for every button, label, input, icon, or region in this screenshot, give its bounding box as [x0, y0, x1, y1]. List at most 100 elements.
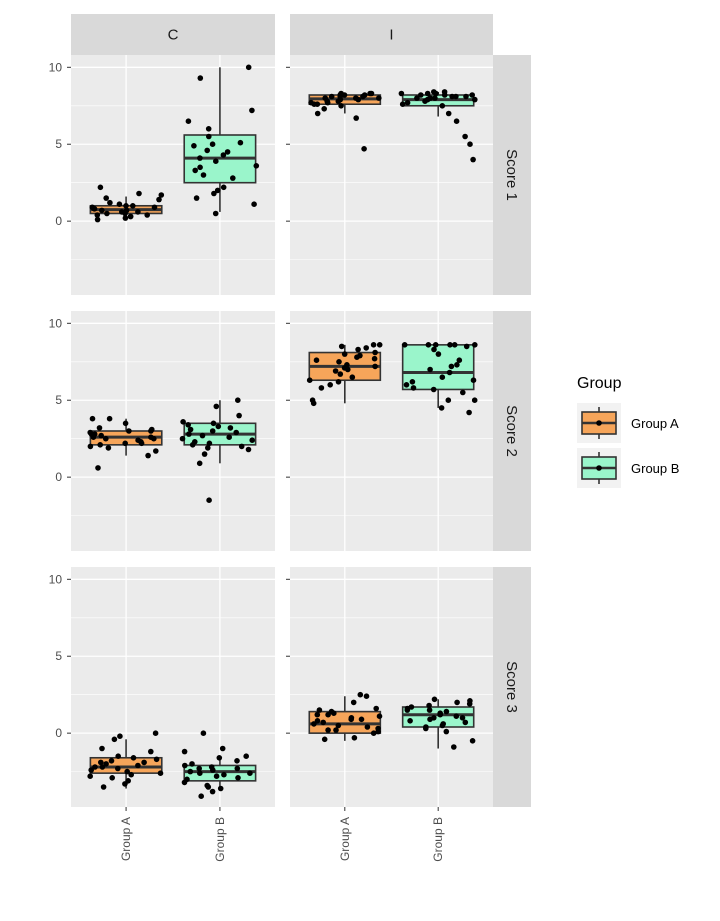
panel-i-score-1 [286, 55, 493, 295]
data-point [145, 452, 151, 459]
data-point [148, 434, 154, 441]
data-point [467, 141, 473, 147]
data-point [456, 357, 463, 364]
data-point [117, 733, 123, 739]
data-point [404, 99, 411, 106]
data-point [99, 745, 105, 752]
data-point [219, 745, 226, 752]
data-point [410, 385, 417, 391]
data-point [370, 730, 377, 736]
data-point [328, 93, 335, 100]
legend-key-group-b: Group B [577, 448, 679, 488]
y-tick-label: 0 [55, 214, 62, 228]
data-point [321, 736, 328, 743]
data-point [348, 716, 355, 723]
data-point [153, 448, 159, 454]
data-point [363, 345, 370, 351]
data-point [198, 793, 204, 799]
panel-i-score-3 [286, 567, 493, 807]
data-point [191, 143, 197, 149]
data-point [179, 435, 186, 442]
data-point [425, 342, 432, 348]
data-point [181, 748, 188, 755]
data-point [470, 377, 477, 384]
data-point [376, 95, 382, 101]
data-point [249, 437, 255, 444]
data-point [399, 101, 406, 107]
facet-label-i: I [389, 27, 393, 44]
data-point [122, 440, 128, 447]
data-point [245, 446, 252, 453]
data-point [324, 99, 331, 106]
data-point [201, 451, 208, 457]
data-point [189, 761, 195, 767]
panel-background [290, 567, 493, 807]
data-point [209, 141, 216, 147]
data-point [100, 784, 107, 790]
data-point [185, 118, 192, 124]
data-point [361, 146, 367, 152]
data-point [128, 771, 134, 778]
data-point [196, 460, 203, 467]
data-point [197, 155, 203, 161]
data-point [435, 351, 442, 357]
data-point [187, 768, 194, 775]
data-point [180, 419, 186, 425]
box-group-b [183, 67, 257, 212]
legend-title: Group [577, 375, 622, 392]
data-point [97, 184, 104, 191]
data-point [215, 423, 222, 430]
data-point [371, 355, 378, 362]
data-point [235, 397, 241, 404]
data-point [314, 711, 321, 718]
data-point [453, 93, 459, 100]
data-point [135, 209, 141, 215]
data-point [407, 718, 413, 724]
data-point [95, 465, 101, 471]
x-tick-label: Group A [119, 817, 133, 861]
data-point [234, 758, 240, 764]
data-point [135, 437, 141, 444]
data-point [372, 349, 378, 356]
data-point [87, 773, 93, 779]
data-point [335, 379, 342, 385]
data-point [462, 719, 469, 726]
data-point [220, 152, 227, 158]
data-point [205, 126, 212, 132]
data-point [98, 432, 104, 439]
data-point [431, 346, 437, 353]
data-point [333, 727, 339, 733]
data-point [253, 163, 260, 169]
data-point [193, 195, 200, 201]
data-point [209, 788, 216, 795]
data-point [149, 426, 155, 433]
data-point [337, 371, 344, 377]
data-point [105, 445, 112, 451]
y-tick-label: 0 [55, 470, 62, 484]
data-point [148, 748, 154, 755]
data-point [115, 753, 121, 759]
data-point [251, 201, 257, 207]
data-point [350, 699, 357, 706]
data-point [136, 190, 142, 197]
data-point [437, 710, 444, 716]
data-point [186, 431, 192, 437]
data-point [87, 429, 93, 436]
data-point [230, 175, 236, 181]
data-point [426, 707, 433, 713]
data-point [245, 64, 252, 71]
data-point [441, 92, 448, 98]
data-point [454, 362, 460, 368]
data-point [103, 761, 109, 767]
data-point [401, 342, 408, 348]
data-point [206, 497, 212, 504]
data-point [463, 343, 470, 350]
panel-c-score-1: 0 5 10 [49, 55, 275, 295]
data-point [332, 368, 339, 374]
data-point [349, 374, 356, 381]
data-point [338, 343, 345, 350]
data-point [446, 369, 453, 376]
data-point [184, 776, 190, 783]
data-point [338, 103, 344, 109]
